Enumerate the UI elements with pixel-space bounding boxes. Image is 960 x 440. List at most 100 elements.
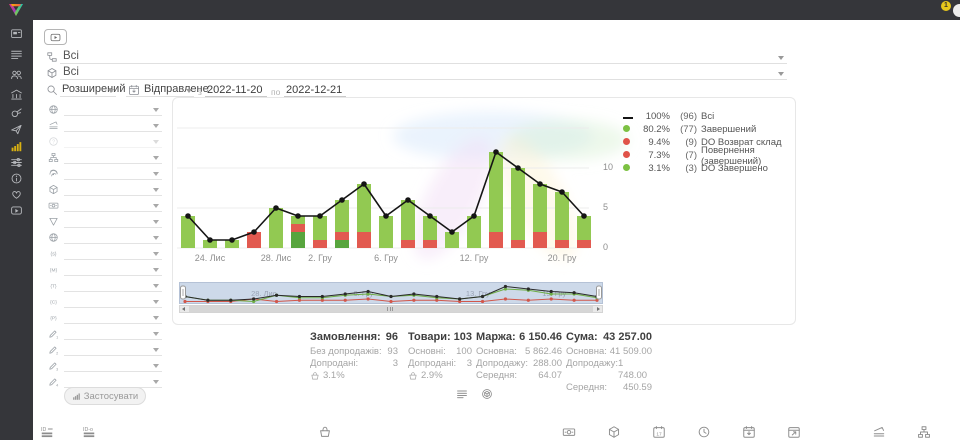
sidebar-item-info-icon[interactable]	[10, 172, 23, 185]
scroll-right-arrow[interactable]	[594, 306, 602, 312]
category-filter-value[interactable]: Всі	[63, 50, 79, 62]
stat-row: Середня: 450.59	[566, 382, 652, 393]
svg-text:{M}: {M}	[50, 268, 58, 274]
stat-header: Сума: 43 257.00	[566, 331, 652, 343]
filter-dropdown-token-C[interactable]: {C}	[44, 294, 162, 310]
legend-pct[interactable]: 9.4%	[648, 137, 670, 148]
navigator-scrollbar[interactable]	[179, 305, 603, 313]
toolbar-cal-17-icon[interactable]: 17	[652, 425, 666, 439]
legend-pct[interactable]: 80.2%	[643, 124, 670, 135]
sidebar-item-bank-icon[interactable]	[10, 88, 23, 101]
legend-count[interactable]: (3)	[685, 163, 697, 174]
toolbar-cal-arrow-icon[interactable]	[787, 425, 801, 439]
svg-text:4: 4	[56, 383, 58, 387]
legend-label[interactable]: Повернення (завершений)	[701, 144, 762, 167]
filter-dropdown-cube[interactable]	[44, 182, 162, 198]
chart-plot[interactable]: 24. Лис 28. Лис 2. Гру 6. Гру 12. Гру 20. Гру	[177, 100, 601, 270]
filter-dropdown-funnel[interactable]	[44, 214, 162, 230]
svg-text:?: ?	[52, 139, 55, 145]
date-type-select[interactable]: Відправлене	[144, 83, 209, 95]
toolbar-banknote-icon[interactable]	[562, 425, 576, 439]
sidebar-item-sliders-icon[interactable]	[10, 156, 23, 169]
scrollbar-grip	[387, 307, 395, 311]
filter-dropdown-banknote[interactable]	[44, 198, 162, 214]
navigator-minimap[interactable]: 28. Лис 6. Гру 13. Гру 19. Гру	[179, 282, 603, 304]
globe-icon	[48, 104, 59, 115]
filter-dropdown-stamp[interactable]	[44, 118, 162, 134]
legend-pct[interactable]: 3.1%	[648, 163, 670, 174]
filter-dropdown-pencil-3[interactable]: 3	[44, 358, 162, 374]
toolbar-cube-icon[interactable]	[607, 425, 621, 439]
sidebar-item-list-icon[interactable]	[10, 48, 23, 61]
filter-dropdown-fingerprint[interactable]	[44, 166, 162, 182]
filter-dropdown-globe[interactable]	[44, 102, 162, 118]
pencil-icon: 1	[48, 328, 59, 339]
legend-pct[interactable]: 100%	[645, 111, 670, 122]
svg-text:{T}: {T}	[50, 284, 57, 290]
stat-row: Допродажу: 288.00	[476, 358, 562, 369]
legend-label[interactable]: Завершений	[701, 124, 757, 135]
legend-label[interactable]: DO Возврат склад	[701, 137, 782, 148]
apply-filters-button[interactable]: Застосувати	[64, 387, 146, 405]
products-toggle[interactable]	[481, 388, 493, 400]
scroll-left-arrow[interactable]	[180, 306, 188, 312]
chart-navigator[interactable]: 28. Лис 6. Гру 13. Гру 19. Гру	[179, 282, 603, 313]
filter-dropdown-token-T[interactable]: {T}	[44, 278, 162, 294]
y-tick-5: 5	[603, 202, 609, 212]
sidebar-item-users-icon[interactable]	[10, 68, 23, 81]
stat-row: Без допродажів: 93	[310, 346, 398, 357]
stat-row: Основна: 5 862.46	[476, 346, 562, 357]
svg-text:3: 3	[56, 367, 58, 371]
stat-column-3: Маржа: 6 150.46 Основна: 5 862.46 Допродажу:…	[476, 330, 562, 382]
legend-pct[interactable]: 7.3%	[648, 150, 670, 161]
stat-row: Допродані: 3	[408, 358, 472, 369]
orders-list-toggle[interactable]	[456, 388, 468, 400]
legend-label[interactable]: Всі	[701, 111, 715, 122]
legend-count[interactable]: (9)	[685, 137, 697, 148]
filter-dropdown-token-M[interactable]: {M}	[44, 262, 162, 278]
legend-count[interactable]: (96)	[680, 111, 697, 122]
product-filter-value[interactable]: Всі	[63, 66, 79, 78]
legend-line-swatch	[623, 111, 633, 122]
stat-row: Основні: 100	[408, 346, 472, 357]
date-from-input[interactable]: 2022-11-20	[207, 84, 263, 96]
filter-dropdown-token-s-s[interactable]: (s)	[44, 246, 162, 262]
filter-dropdown-sitemap[interactable]	[44, 150, 162, 166]
filter-dropdown-token-P[interactable]: {P}	[44, 310, 162, 326]
toolbar-clock-icon[interactable]	[697, 425, 711, 439]
sidebar-item-whistle-icon[interactable]	[10, 106, 23, 119]
toolbar-stamp-icon[interactable]	[872, 425, 886, 439]
help-video-button[interactable]	[44, 29, 67, 45]
sidebar-item-send-icon[interactable]	[10, 123, 23, 136]
toolbar-id-list-icon[interactable]: ID	[40, 425, 54, 439]
legend-count[interactable]: (77)	[680, 124, 697, 135]
cube-icon	[48, 184, 59, 195]
toolbar-sitemap-icon[interactable]	[917, 425, 931, 439]
search-mode-select[interactable]: Розширений	[62, 83, 126, 95]
toolbar-cal-down-icon[interactable]	[742, 425, 756, 439]
date-to-input[interactable]: 2022-12-21	[286, 84, 343, 96]
sidebar-item-chart-icon[interactable]	[10, 140, 23, 153]
chart-card: 24. Лис 28. Лис 2. Гру 6. Гру 12. Гру 20. Гру…	[172, 97, 796, 325]
legend-label[interactable]: DO Завершено	[701, 163, 768, 174]
flow-icon	[46, 51, 58, 63]
sidebar-item-screen-icon[interactable]	[10, 27, 23, 40]
toolbar-id-o-icon[interactable]: ID-o	[82, 425, 96, 439]
filter-dropdown-pencil-2[interactable]: 2	[44, 342, 162, 358]
sidebar-item-video-icon[interactable]	[10, 204, 23, 217]
stat-row: Основна: 41 509.00	[566, 346, 652, 357]
legend-green-dot	[623, 163, 630, 174]
avatar[interactable]	[953, 4, 960, 17]
brand-logo	[6, 2, 26, 18]
stat-column-4: Сума: 43 257.00 Основна: 41 509.00 Допродажу…	[566, 330, 652, 394]
sidebar-item-hands-icon[interactable]	[10, 188, 23, 201]
search-icon[interactable]	[46, 84, 58, 96]
scrollbar-thumb[interactable]	[189, 306, 593, 312]
svg-text:24. Лис: 24. Лис	[195, 253, 226, 263]
toolbar-basket-icon[interactable]	[318, 425, 332, 439]
stat-upsell-pct: 3.1%	[310, 370, 398, 382]
filter-dropdown-globe[interactable]	[44, 230, 162, 246]
legend-count[interactable]: (7)	[685, 150, 697, 161]
filter-dropdown-pencil-1[interactable]: 1	[44, 326, 162, 342]
